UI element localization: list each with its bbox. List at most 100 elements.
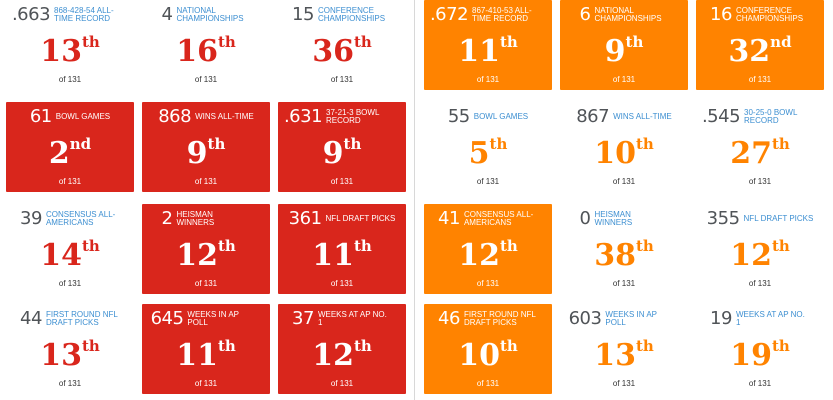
of-total: of 131 xyxy=(748,75,772,84)
stat-value: 39 xyxy=(20,208,42,229)
stat-value: 0 xyxy=(579,208,591,229)
stat-value: 4 xyxy=(161,4,173,25)
stat-rank: 9th xyxy=(604,33,644,69)
stat-label: CONFERENCE CHAMPIONSHIPS xyxy=(735,5,804,23)
stat-rank: 10th xyxy=(458,337,518,373)
stat-rank: 13th xyxy=(594,337,654,373)
stat-value: 55 xyxy=(447,106,470,127)
stat-rank: 11th xyxy=(176,337,236,373)
stat-rank: 11th xyxy=(458,33,518,69)
stat-value: 37 xyxy=(292,308,314,329)
stat-rank: 27th xyxy=(730,135,790,171)
stat-tile-all-time-record: .663 868-428-54 ALL-TIME RECORD 13th of 1… xyxy=(6,0,134,90)
of-total: of 131 xyxy=(476,379,500,388)
stat-tile-nfl-draft-picks: 355 NFL DRAFT PICKS 12th of 131 xyxy=(696,204,824,294)
grid-divider xyxy=(414,0,415,400)
stat-label: NFL DRAFT PICKS xyxy=(743,213,814,223)
stat-tile-weeks-at-ap-no1: 37 WEEKS AT AP NO. 1 12th of 131 xyxy=(278,304,406,394)
stat-value: 15 xyxy=(292,4,314,25)
stat-tile-bowl-record: .631 37-21-3 BOWL RECORD 9th of 131 xyxy=(278,102,406,192)
stat-rank: 11th xyxy=(312,237,372,273)
stat-value: 355 xyxy=(706,208,740,229)
stat-label: WEEKS IN AP POLL xyxy=(605,309,657,327)
stat-value: 361 xyxy=(288,208,322,229)
stat-value: 61 xyxy=(29,106,52,127)
stat-tile-conference-championships: 16 CONFERENCE CHAMPIONSHIPS 32nd of 131 xyxy=(696,0,824,90)
right-team-grid: .672 867-410-53 ALL-TIME RECORD 11th of 1… xyxy=(418,0,830,400)
stat-rank: 14th xyxy=(40,237,100,273)
stat-tile-nfl-draft-picks: 361 NFL DRAFT PICKS 11th of 131 xyxy=(278,204,406,294)
stat-label: NATIONAL CHAMPIONSHIPS xyxy=(176,5,244,23)
of-total: of 131 xyxy=(194,279,218,288)
stat-rank: 12th xyxy=(730,237,790,273)
stat-tile-national-championships: 6 NATIONAL CHAMPIONSHIPS 9th of 131 xyxy=(560,0,688,90)
of-total: of 131 xyxy=(612,75,636,84)
stat-label: CONSENSUS ALL-AMERICANS xyxy=(45,209,116,227)
stat-value: 868 xyxy=(158,106,192,127)
stat-label: HEISMAN WINNERS xyxy=(176,209,215,227)
stat-rank: 2nd xyxy=(48,135,92,171)
stat-tile-consensus-all-americans: 39 CONSENSUS ALL-AMERICANS 14th of 131 xyxy=(6,204,134,294)
stat-label: NATIONAL CHAMPIONSHIPS xyxy=(594,5,662,23)
stat-rank: 12th xyxy=(312,337,372,373)
stat-value: 603 xyxy=(568,308,602,329)
stat-rank: 9th xyxy=(322,135,362,171)
stat-value: 867 xyxy=(576,106,610,127)
of-total: of 131 xyxy=(330,279,354,288)
stat-label: WEEKS AT AP NO. 1 xyxy=(735,309,805,327)
stat-label: NFL DRAFT PICKS xyxy=(325,213,396,223)
stat-label: FIRST ROUND NFL DRAFT PICKS xyxy=(45,309,118,327)
stat-value: 16 xyxy=(710,4,732,25)
stat-tile-heisman-winners: 0 HEISMAN WINNERS 38th of 131 xyxy=(560,204,688,294)
stat-value: .663 xyxy=(11,4,51,25)
of-total: of 131 xyxy=(58,379,82,388)
stat-label: WINS ALL-TIME xyxy=(195,111,254,121)
stat-tile-wins-all-time: 867 WINS ALL-TIME 10th of 131 xyxy=(560,102,688,192)
stat-tile-all-time-record: .672 867-410-53 ALL-TIME RECORD 11th of 1… xyxy=(424,0,552,90)
stat-label: HEISMAN WINNERS xyxy=(594,209,633,227)
of-total: of 131 xyxy=(612,379,636,388)
stat-tile-weeks-at-ap-no1: 19 WEEKS AT AP NO. 1 19th of 131 xyxy=(696,304,824,394)
of-total: of 131 xyxy=(194,75,218,84)
stat-rank: 13th xyxy=(40,33,100,69)
stat-tile-national-championships: 4 NATIONAL CHAMPIONSHIPS 16th of 131 xyxy=(142,0,270,90)
stat-value: 645 xyxy=(150,308,184,329)
stat-tile-wins-all-time: 868 WINS ALL-TIME 9th of 131 xyxy=(142,102,270,192)
of-total: of 131 xyxy=(476,75,500,84)
stat-rank: 10th xyxy=(594,135,654,171)
stat-value: .631 xyxy=(283,106,323,127)
stat-label: 868-428-54 ALL-TIME RECORD xyxy=(54,5,114,23)
stat-value: .672 xyxy=(429,4,469,25)
stat-tile-consensus-all-americans: 41 CONSENSUS ALL-AMERICANS 12th of 131 xyxy=(424,204,552,294)
stat-rank: 38th xyxy=(594,237,654,273)
stat-rank: 36th xyxy=(312,33,372,69)
stat-label: BOWL GAMES xyxy=(55,111,111,121)
stat-rank: 19th xyxy=(730,337,790,373)
stat-value: 46 xyxy=(438,308,460,329)
of-total: of 131 xyxy=(330,379,354,388)
stat-label: 37-21-3 BOWL RECORD xyxy=(326,107,380,125)
stat-value: 19 xyxy=(710,308,732,329)
stat-label: WEEKS IN AP POLL xyxy=(187,309,239,327)
stat-value: .545 xyxy=(701,106,741,127)
stat-value: 2 xyxy=(161,208,173,229)
of-total: of 131 xyxy=(612,177,636,186)
stat-label: FIRST ROUND NFL DRAFT PICKS xyxy=(463,309,536,327)
stat-tile-conference-championships: 15 CONFERENCE CHAMPIONSHIPS 36th of 131 xyxy=(278,0,406,90)
stat-tile-bowl-games: 61 BOWL GAMES 2nd of 131 xyxy=(6,102,134,192)
of-total: of 131 xyxy=(612,279,636,288)
stat-value: 6 xyxy=(579,4,591,25)
stat-tile-heisman-winners: 2 HEISMAN WINNERS 12th of 131 xyxy=(142,204,270,294)
stat-label: CONSENSUS ALL-AMERICANS xyxy=(463,209,534,227)
of-total: of 131 xyxy=(58,177,82,186)
stat-tile-bowl-games: 55 BOWL GAMES 5th of 131 xyxy=(424,102,552,192)
of-total: of 131 xyxy=(58,279,82,288)
of-total: of 131 xyxy=(194,379,218,388)
stat-label: 867-410-53 ALL-TIME RECORD xyxy=(472,5,532,23)
stat-tile-bowl-record: .545 30-25-0 BOWL RECORD 27th of 131 xyxy=(696,102,824,192)
stat-tile-weeks-in-ap-poll: 645 WEEKS IN AP POLL 11th of 131 xyxy=(142,304,270,394)
stat-rank: 16th xyxy=(176,33,236,69)
of-total: of 131 xyxy=(476,279,500,288)
stat-label: 30-25-0 BOWL RECORD xyxy=(744,107,798,125)
stat-rank: 13th xyxy=(40,337,100,373)
